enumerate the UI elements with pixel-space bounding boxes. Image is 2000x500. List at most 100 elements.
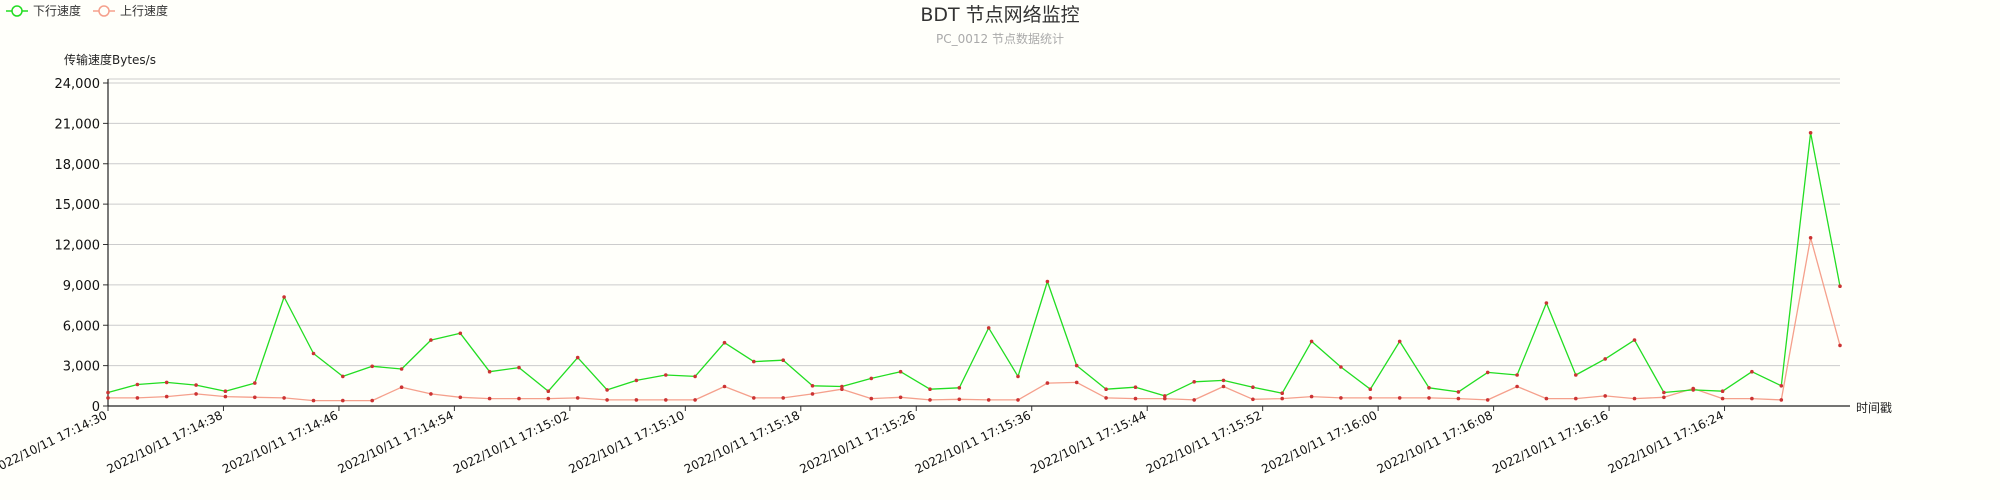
data-point-upload[interactable] [869, 396, 874, 401]
data-point-upload[interactable] [1603, 394, 1607, 398]
data-point-upload[interactable] [986, 398, 991, 402]
data-point-download[interactable] [1133, 385, 1138, 390]
data-point-upload[interactable] [1779, 398, 1784, 402]
data-point-upload[interactable] [840, 387, 844, 392]
data-point-upload[interactable] [370, 398, 375, 403]
data-point-download[interactable] [1691, 388, 1695, 392]
data-point-upload[interactable] [928, 398, 932, 402]
data-point-download[interactable] [487, 369, 492, 374]
data-point-download[interactable] [1016, 374, 1020, 379]
data-point-upload[interactable] [164, 394, 169, 399]
data-point-upload[interactable] [605, 398, 609, 402]
data-point-download[interactable] [693, 374, 697, 379]
data-point-upload[interactable] [664, 398, 668, 402]
data-point-upload[interactable] [1221, 384, 1226, 389]
data-point-upload[interactable] [898, 395, 903, 400]
data-point-download[interactable] [1456, 390, 1461, 394]
data-point-download[interactable] [1309, 339, 1314, 344]
data-point-download[interactable] [1045, 279, 1050, 284]
data-point-upload[interactable] [1016, 398, 1020, 402]
data-point-upload[interactable] [135, 396, 140, 400]
data-point-upload[interactable] [399, 385, 404, 390]
data-point-upload[interactable] [1163, 396, 1167, 401]
data-point-download[interactable] [370, 364, 375, 369]
data-point-download[interactable] [664, 373, 668, 377]
data-point-download[interactable] [1427, 386, 1431, 390]
legend-item-download[interactable]: 下行速度 [6, 3, 81, 18]
data-point-download[interactable] [1368, 387, 1373, 392]
data-point-upload[interactable] [458, 395, 463, 400]
data-point-download[interactable] [1074, 363, 1079, 368]
data-point-download[interactable] [1397, 339, 1402, 344]
data-point-download[interactable] [311, 351, 316, 356]
data-point-download[interactable] [1779, 384, 1784, 388]
data-point-upload[interactable] [1662, 395, 1666, 400]
data-point-download[interactable] [898, 369, 903, 374]
data-point-download[interactable] [1632, 338, 1637, 342]
data-point-download[interactable] [1221, 378, 1226, 383]
data-point-download[interactable] [1720, 389, 1725, 394]
data-point-upload[interactable] [1309, 394, 1314, 399]
data-point-download[interactable] [1192, 380, 1196, 384]
data-point-download[interactable] [223, 389, 228, 394]
data-point-upload[interactable] [1427, 396, 1431, 400]
data-point-download[interactable] [1515, 373, 1519, 377]
data-point-upload[interactable] [1368, 396, 1373, 400]
data-point-upload[interactable] [487, 396, 492, 401]
data-point-download[interactable] [517, 365, 521, 370]
data-point-download[interactable] [986, 326, 991, 330]
data-point-upload[interactable] [1339, 396, 1343, 400]
data-point-download[interactable] [1603, 357, 1607, 361]
data-point-download[interactable] [1662, 390, 1666, 395]
data-point-upload[interactable] [223, 394, 228, 399]
data-point-upload[interactable] [1808, 236, 1813, 240]
data-point-upload[interactable] [517, 396, 521, 401]
data-point-upload[interactable] [1750, 396, 1754, 401]
data-point-upload[interactable] [752, 396, 756, 400]
data-point-download[interactable] [957, 386, 962, 390]
data-point-download[interactable] [1838, 284, 1842, 289]
data-point-upload[interactable] [1397, 396, 1402, 400]
data-point-download[interactable] [634, 378, 639, 383]
data-point-upload[interactable] [1280, 396, 1284, 401]
data-point-upload[interactable] [722, 384, 727, 389]
data-point-upload[interactable] [1544, 396, 1549, 401]
data-point-upload[interactable] [1104, 396, 1108, 400]
data-point-upload[interactable] [106, 396, 110, 400]
data-point-upload[interactable] [1632, 396, 1637, 401]
data-point-upload[interactable] [1456, 396, 1461, 401]
data-point-download[interactable] [928, 387, 932, 392]
data-point-download[interactable] [1544, 301, 1549, 305]
data-point-download[interactable] [1485, 370, 1490, 375]
data-point-download[interactable] [869, 376, 874, 381]
data-point-upload[interactable] [957, 397, 962, 402]
data-point-upload[interactable] [781, 396, 785, 400]
data-point-download[interactable] [429, 338, 433, 342]
data-point-download[interactable] [781, 358, 785, 363]
data-point-upload[interactable] [341, 398, 345, 403]
data-point-upload[interactable] [1720, 396, 1725, 401]
data-point-download[interactable] [840, 384, 844, 389]
data-point-upload[interactable] [693, 398, 697, 402]
data-point-download[interactable] [135, 382, 140, 387]
data-point-upload[interactable] [1485, 398, 1490, 402]
data-point-upload[interactable] [1133, 396, 1138, 401]
data-point-download[interactable] [1750, 369, 1754, 374]
data-point-upload[interactable] [1251, 397, 1255, 402]
data-point-download[interactable] [458, 331, 463, 336]
data-point-upload[interactable] [1838, 343, 1842, 348]
data-point-upload[interactable] [253, 395, 257, 400]
data-point-download[interactable] [575, 355, 580, 360]
data-point-upload[interactable] [634, 398, 639, 402]
data-point-upload[interactable] [810, 392, 815, 396]
data-point-upload[interactable] [1515, 384, 1519, 389]
data-point-download[interactable] [1808, 131, 1813, 135]
data-point-download[interactable] [341, 374, 345, 379]
data-point-download[interactable] [282, 295, 286, 299]
data-point-download[interactable] [106, 390, 110, 395]
data-point-download[interactable] [164, 380, 169, 385]
data-point-upload[interactable] [1192, 398, 1196, 402]
data-point-upload[interactable] [194, 392, 198, 396]
data-point-upload[interactable] [546, 396, 551, 401]
data-point-download[interactable] [1163, 394, 1167, 398]
